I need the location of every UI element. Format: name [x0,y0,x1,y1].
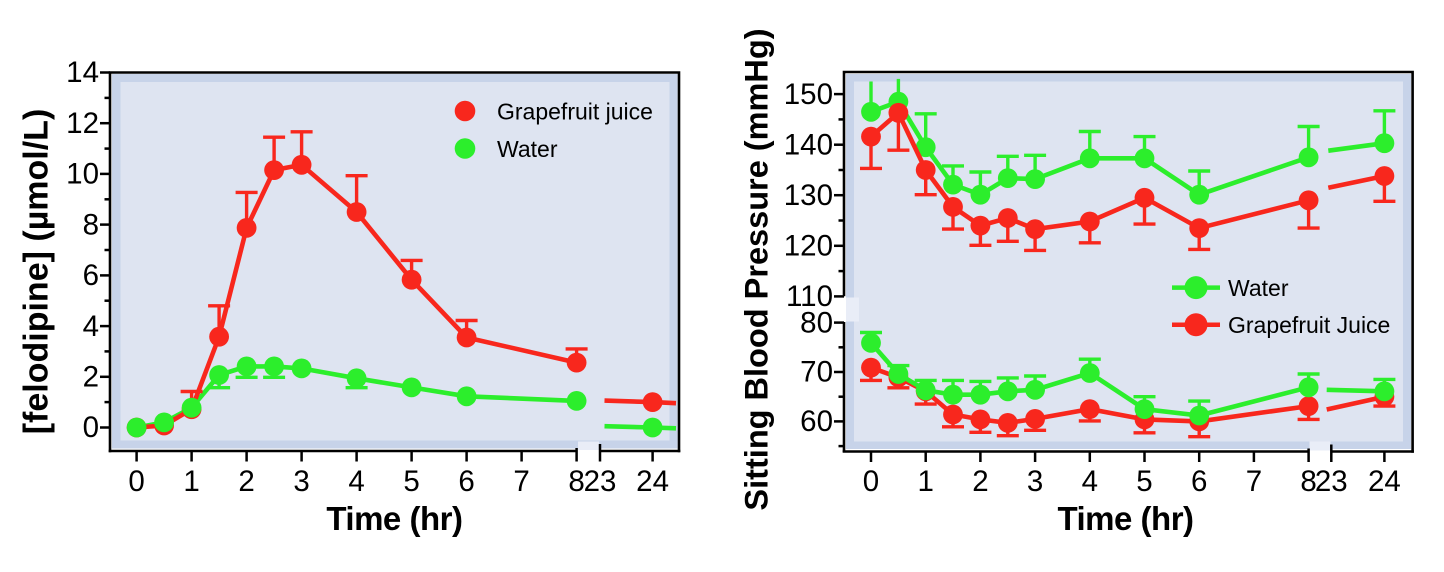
svg-text:1: 1 [917,465,933,498]
svg-text:14: 14 [66,56,99,89]
svg-text:6: 6 [83,259,99,292]
svg-text:110: 110 [786,280,833,313]
svg-text:23: 23 [1315,465,1348,498]
svg-text:Sitting Blood Pressure (mmHg): Sitting Blood Pressure (mmHg) [739,28,775,510]
svg-text:2: 2 [83,361,99,394]
svg-text:0: 0 [128,465,144,498]
svg-text:24: 24 [636,465,669,498]
svg-text:4: 4 [1082,465,1098,498]
svg-text:23: 23 [584,465,617,498]
svg-text:0: 0 [863,465,879,498]
svg-text:8: 8 [83,208,99,241]
svg-text:70: 70 [800,356,833,389]
svg-text:Grapefruit juice: Grapefruit juice [497,98,653,124]
svg-text:8: 8 [1300,465,1316,498]
svg-text:7: 7 [1246,465,1262,498]
svg-text:Time (hr): Time (hr) [326,500,462,537]
svg-text:3: 3 [293,465,309,498]
svg-text:7: 7 [513,465,529,498]
svg-text:6: 6 [1191,465,1207,498]
svg-text:1: 1 [183,465,199,498]
svg-text:[felodipine] (µmol/L): [felodipine] (µmol/L) [18,109,56,435]
svg-text:0: 0 [83,411,99,444]
svg-text:Grapefruit Juice: Grapefruit Juice [1228,312,1390,338]
svg-text:140: 140 [784,128,833,161]
svg-text:Water: Water [497,136,558,162]
svg-text:80: 80 [800,306,833,339]
svg-text:12: 12 [66,107,99,140]
svg-text:10: 10 [66,158,99,191]
svg-text:Time (hr): Time (hr) [1057,500,1193,537]
svg-text:150: 150 [784,78,833,111]
svg-text:24: 24 [1368,465,1401,498]
svg-text:8: 8 [568,465,584,498]
svg-text:4: 4 [83,310,99,343]
svg-text:5: 5 [403,465,419,498]
svg-text:60: 60 [800,405,833,438]
svg-text:5: 5 [1136,465,1152,498]
svg-text:120: 120 [784,230,833,263]
svg-text:4: 4 [348,465,364,498]
svg-text:Water: Water [1228,275,1289,301]
svg-text:2: 2 [238,465,254,498]
svg-text:2: 2 [972,465,988,498]
svg-text:130: 130 [784,179,833,212]
svg-text:3: 3 [1027,465,1043,498]
svg-text:6: 6 [458,465,474,498]
